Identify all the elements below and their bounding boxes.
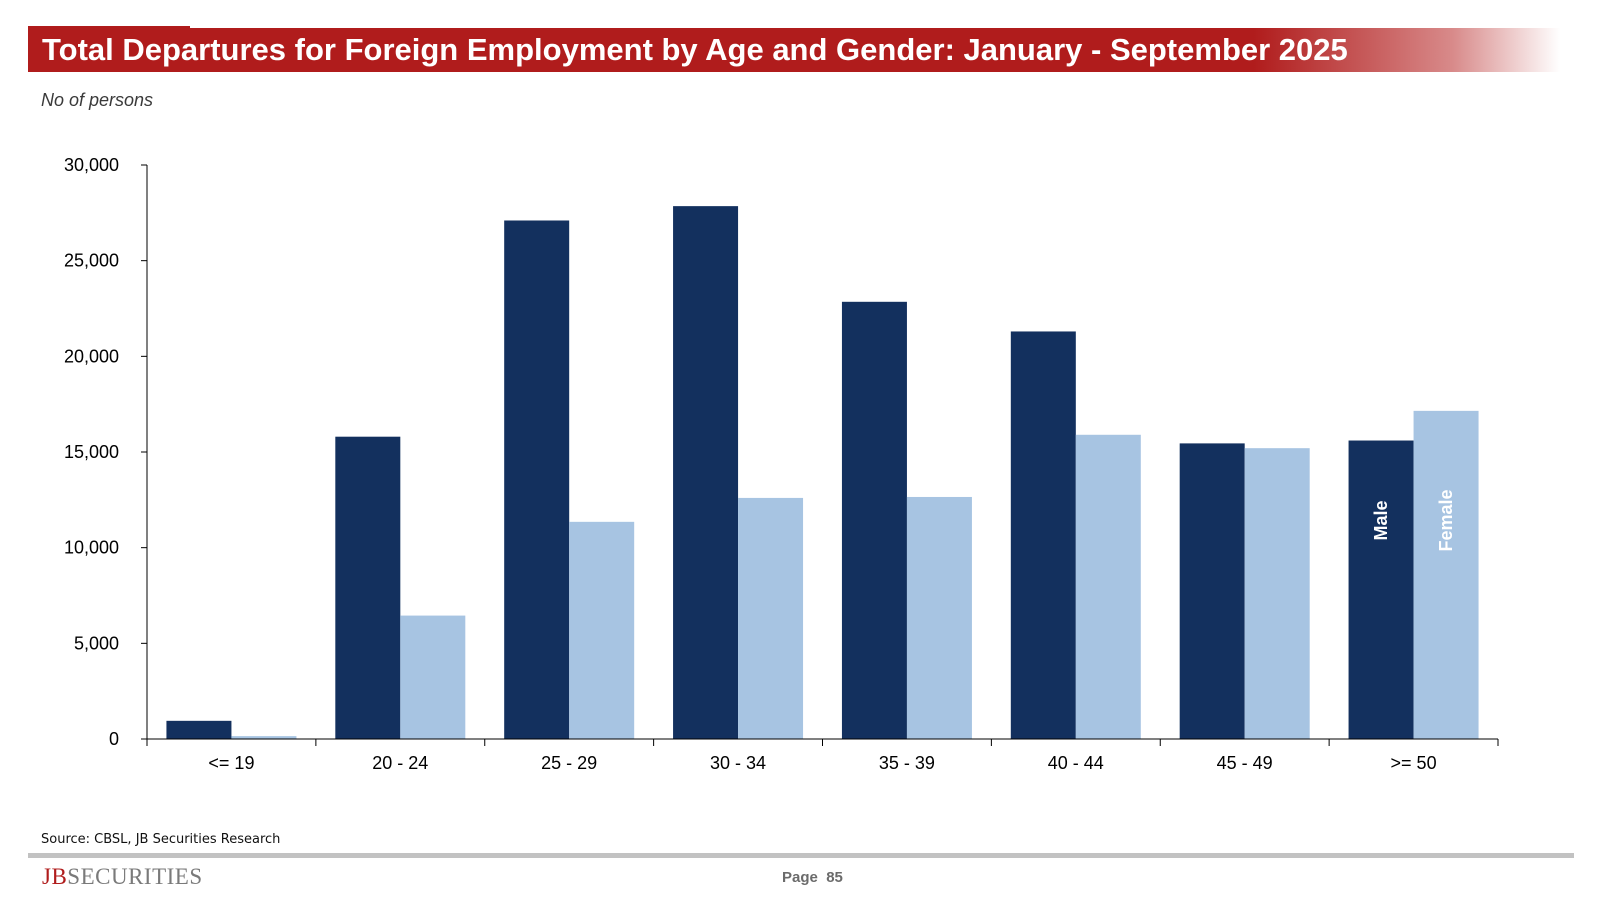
page-number: Page 85 xyxy=(782,869,843,886)
x-tick-label-3: 30 - 34 xyxy=(710,753,766,773)
x-tick-label-5: 40 - 44 xyxy=(1048,753,1104,773)
y-tick-label-3: 15,000 xyxy=(64,442,119,462)
chart-unit-label: No of persons xyxy=(41,90,154,110)
logo-initials: JB xyxy=(42,864,68,889)
title-bar: Total Departures for Foreign Employment … xyxy=(28,26,1560,72)
bar-female-3 xyxy=(738,497,804,739)
bar-male-0 xyxy=(166,720,232,739)
bar-male-7 xyxy=(1348,440,1414,739)
bar-male-6 xyxy=(1179,443,1245,739)
bar-female-5 xyxy=(1075,434,1141,739)
bar-female-6 xyxy=(1244,448,1310,739)
page-label-text: Page xyxy=(782,869,818,886)
x-tick-label-6: 45 - 49 xyxy=(1217,753,1273,773)
bar-female-7 xyxy=(1413,410,1479,739)
y-tick-label-5: 25,000 xyxy=(64,251,119,271)
page-number-value: 85 xyxy=(826,869,843,886)
legend-label-male: Male xyxy=(1371,501,1391,541)
x-tick-label-4: 35 - 39 xyxy=(879,753,935,773)
x-tick-label-2: 25 - 29 xyxy=(541,753,597,773)
bar-female-4 xyxy=(906,496,972,739)
y-tick-label-4: 20,000 xyxy=(64,346,119,366)
bar-male-5 xyxy=(1010,331,1076,739)
logo-wordmark: SECURITIES xyxy=(67,864,203,889)
footer-divider xyxy=(28,853,1574,858)
source-note: Source: CBSL, JB Securities Research xyxy=(41,832,281,847)
x-tick-label-0: <= 19 xyxy=(208,753,254,773)
bar-female-1 xyxy=(400,615,466,739)
bar-female-2 xyxy=(569,521,635,739)
bar-chart: 0 5,000 10,000 15,000 20,000 25,000 30,000 <= 1… xyxy=(64,155,1499,773)
bar-female-0 xyxy=(231,736,297,739)
x-tick-label-1: 20 - 24 xyxy=(372,753,428,773)
y-tick-label-2: 10,000 xyxy=(64,538,119,558)
x-tick-label-7: >= 50 xyxy=(1391,753,1437,773)
company-logo: JBSECURITIES xyxy=(42,864,203,890)
page-title: Total Departures for Foreign Employment … xyxy=(42,32,1348,67)
bar-male-3 xyxy=(673,206,739,740)
bar-male-1 xyxy=(335,436,401,739)
bar-male-4 xyxy=(841,301,907,739)
y-tick-label-1: 5,000 xyxy=(74,633,119,653)
bar-male-2 xyxy=(504,220,570,739)
legend-label-female: Female xyxy=(1436,489,1456,551)
y-tick-label-0: 0 xyxy=(109,729,119,749)
y-tick-label-6: 30,000 xyxy=(64,155,119,175)
